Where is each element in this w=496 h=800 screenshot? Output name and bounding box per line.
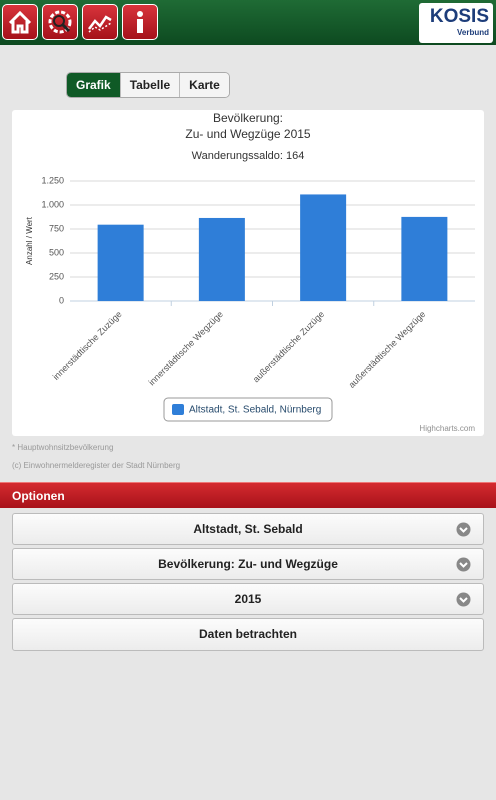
home-button[interactable] [2,4,38,40]
logo-subtext: Verbund [456,28,489,37]
info-button[interactable] [122,4,158,40]
bar [97,224,144,301]
credits: Highcharts.com [419,424,475,433]
y-tick-label: 0 [59,295,64,305]
tab[interactable]: Karte [179,73,229,97]
chart-title: Bevölkerung: [213,111,283,125]
chart-button[interactable] [82,4,118,40]
bar [198,217,245,301]
y-tick-label: 750 [49,223,64,233]
header: KOSIS Verbund [0,0,496,45]
option-label: 2015 [234,592,262,606]
footnote: * Hauptwohnsitzbevölkerung [12,443,114,452]
y-tick-label: 500 [49,247,64,257]
view-tabs: Grafik Tabelle Karte [66,72,230,98]
bar [401,216,448,301]
chart-panel: Bevölkerung: Zu- und Wegzüge 2015 Wander… [12,110,484,436]
options-header: Optionen [0,482,496,508]
x-tick-label: innerstädtische Zuzüge [51,309,124,382]
chevron [456,522,471,537]
bar [300,194,347,301]
option-select[interactable]: 2015 [12,583,484,615]
legend [163,397,333,422]
option-select[interactable]: Bevölkerung: Zu- und Wegzüge [12,548,484,580]
home-icon [8,10,32,34]
button-label: Daten betrachten [198,627,298,641]
option-select[interactable]: Altstadt, St. Sebald [12,513,484,545]
tab[interactable]: Grafik [67,73,120,97]
chart: Bevölkerung: Zu- und Wegzüge 2015 Wander… [25,111,475,433]
logo: KOSIS Verbund [419,3,493,43]
chart-icon [88,15,112,33]
y-tick-label: 1.000 [41,199,64,209]
y-tick-label: 250 [49,271,64,281]
footnote: (c) Einwohnermelderegister der Stadt Nür… [12,461,181,470]
search-button[interactable] [42,4,78,40]
info-icon [137,11,143,33]
y-tick-label: 1.250 [41,175,64,185]
chevron [456,592,471,607]
logo-text: KOSIS [429,6,489,27]
x-tick-label: innerstädtische Wegzüge [147,309,225,387]
x-tick-label: außerstädtische Zuzüge [251,309,326,384]
option-label: Altstadt, St. Sebald [193,522,303,536]
chart-subtitle: Wanderungssaldo: 164 [192,150,305,162]
legend-swatch [172,404,184,415]
tab[interactable]: Tabelle [119,73,180,97]
view-data-button[interactable]: Daten betrachten [12,618,484,651]
search-icon [48,10,72,34]
legend-label: Altstadt, St. Sebald, Nürnberg [189,405,321,416]
y-axis-title: Anzahl / Wert [25,216,34,265]
chart-title: Zu- und Wegzüge 2015 [185,127,311,141]
x-tick-label: außerstädtische Wegzüge [347,309,428,390]
chevron [456,557,471,572]
option-label: Bevölkerung: Zu- und Wegzüge [158,557,338,571]
